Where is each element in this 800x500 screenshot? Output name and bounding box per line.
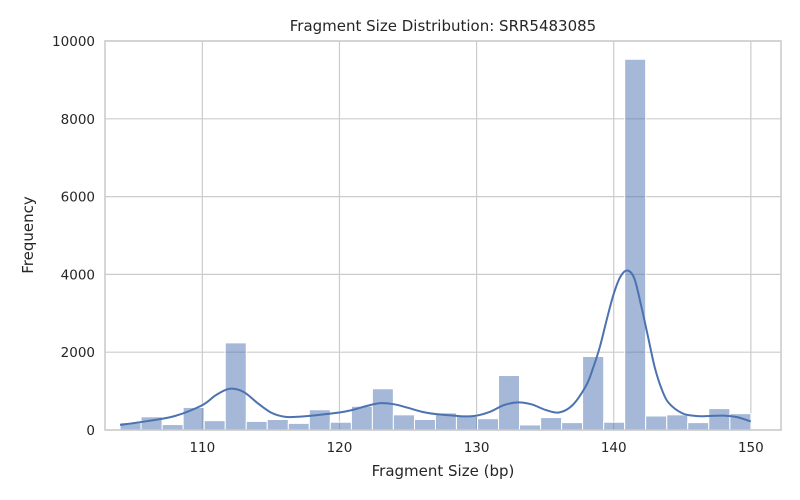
kde-curve-layer bbox=[119, 269, 752, 426]
histogram-bar bbox=[161, 424, 184, 431]
grid-lines bbox=[105, 40, 781, 431]
histogram-bar bbox=[266, 418, 289, 431]
histogram-bar bbox=[413, 418, 436, 431]
y-tick-labels: 0 2000 4000 6000 8000 10000 bbox=[52, 34, 95, 439]
y-tick-label: 10000 bbox=[52, 34, 95, 50]
kde-curve bbox=[119, 269, 752, 426]
histogram-bar bbox=[203, 420, 226, 431]
histogram-bar bbox=[245, 420, 268, 431]
histogram-bar bbox=[182, 406, 205, 431]
y-tick-label: 0 bbox=[86, 423, 95, 439]
chart-title: Fragment Size Distribution: SRR5483085 bbox=[290, 17, 596, 35]
y-tick-label: 8000 bbox=[61, 112, 95, 128]
x-tick-labels: 110 120 130 140 150 bbox=[189, 440, 763, 456]
y-tick-label: 4000 bbox=[61, 267, 95, 283]
y-tick-label: 6000 bbox=[61, 190, 95, 206]
x-tick-label: 140 bbox=[601, 440, 627, 456]
histogram-bar bbox=[371, 388, 394, 431]
histogram-bar bbox=[540, 417, 563, 431]
x-tick-label: 120 bbox=[327, 440, 353, 456]
x-tick-label: 110 bbox=[189, 440, 215, 456]
histogram-bar bbox=[477, 418, 500, 431]
histogram-bar bbox=[708, 408, 731, 431]
x-axis-label: Fragment Size (bp) bbox=[372, 462, 515, 480]
histogram-bar bbox=[287, 422, 310, 431]
histogram-bar bbox=[329, 421, 352, 431]
plot-frame bbox=[104, 40, 782, 431]
histogram-bar bbox=[561, 422, 584, 431]
histogram-bar bbox=[645, 415, 668, 431]
y-axis-label: Frequency bbox=[19, 196, 37, 274]
histogram-bar bbox=[603, 421, 626, 431]
x-tick-label: 130 bbox=[464, 440, 490, 456]
x-tick-label: 150 bbox=[738, 440, 764, 456]
y-tick-label: 2000 bbox=[61, 345, 95, 361]
histogram-bar bbox=[624, 58, 647, 431]
histogram-bar bbox=[455, 415, 479, 431]
histogram-bar bbox=[308, 409, 331, 431]
histogram-bar bbox=[687, 422, 710, 431]
histogram-bar bbox=[392, 414, 415, 431]
histogram-bars bbox=[119, 58, 752, 431]
histogram-bar bbox=[666, 414, 689, 431]
histogram-bar bbox=[224, 342, 247, 431]
